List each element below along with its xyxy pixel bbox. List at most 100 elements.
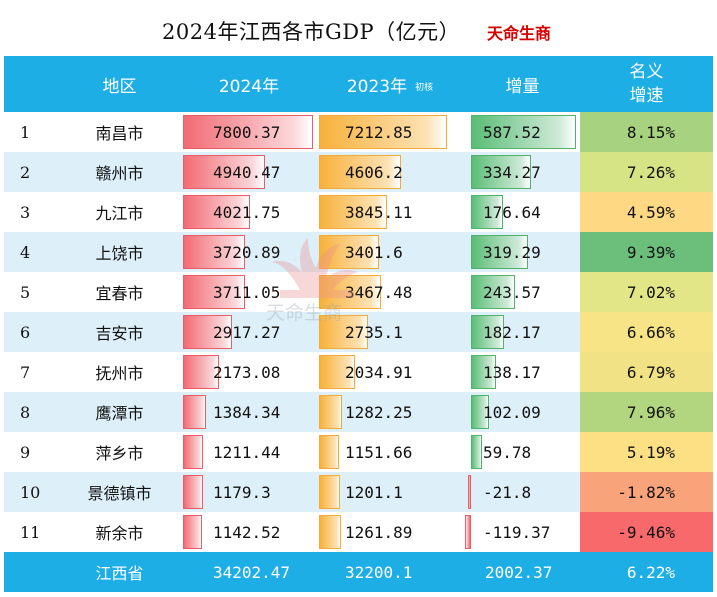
increase-cell: 182.17 [465,312,580,352]
increase-cell: 243.57 [465,272,580,312]
growth-rate-cell: 6.79% [580,352,713,392]
total-2023: 32200.1 [345,562,413,582]
table-header: 地区 2024年 2023年 初核 增量 名义 增速 [4,56,713,112]
data-bar [183,155,266,189]
city-cell: 景德镇市 [87,484,152,503]
increase-cell: 59.78 [465,432,580,472]
increase-cell: 102.09 [465,392,580,432]
cell-value: 1142.52 [213,522,281,542]
watermark: 天命生商 [262,234,372,326]
cell-value: 182.17 [483,322,541,342]
cell-value: -1.82% [617,482,675,502]
header-rate-line2: 增速 [629,86,664,106]
data-bar [471,235,529,269]
data-bar [471,395,490,429]
rank-cell: 5 [20,282,31,302]
data-bar [319,275,381,309]
data-bar [471,155,531,189]
increase-cell: 176.64 [465,192,580,232]
gdp-2024-cell: 1179.3 [183,472,315,512]
gdp-2023-cell: 2034.91 [315,352,465,392]
data-bar [183,395,207,429]
cell-value: 6.79% [626,362,675,382]
growth-rate-cell: -1.82% [580,472,713,512]
table-row: 9 萍乡市 1211.44 1151.66 59.78 5.19% [4,432,713,472]
cell-value: 2034.91 [345,362,413,382]
table-row: 6 吉安市 2917.27 2735.1 182.17 6.66% [4,312,713,352]
data-bar [468,475,471,509]
increase-cell: -119.37 [465,512,580,552]
cell-value: 587.52 [483,122,541,142]
table-row: 5 宜春市 3711.05 3467.48 243.57 7.02% [4,272,713,312]
cell-value: 4940.47 [213,162,281,182]
table-row: 2 赣州市 4940.47 4606.2 334.27 7.26% [4,152,713,192]
cell-value: 4021.75 [213,202,281,222]
rank-cell: 6 [20,322,31,342]
gdp-2024-cell: 1211.44 [183,432,315,472]
city-cell: 吉安市 [95,324,144,343]
rank-cell: 3 [20,202,31,222]
watermark-text: 天命生商 [266,302,343,324]
gdp-2024-cell: 3720.89 [183,232,315,272]
rank-cell: 7 [20,362,31,382]
increase-cell: 587.52 [465,112,580,152]
growth-rate-cell: 6.66% [580,312,713,352]
cell-value: 7.96% [626,402,675,422]
cell-value: 1201.1 [345,482,403,502]
header-rate-line1: 名义 [629,62,664,82]
gdp-2024-cell: 4021.75 [183,192,315,232]
data-bar [471,275,515,309]
cell-value: 1179.3 [213,482,271,502]
data-bar [471,435,482,469]
data-bar [319,355,356,389]
table-row: 1 南昌市 7800.37 7212.85 587.52 8.15% [4,112,713,152]
data-bar [471,195,503,229]
data-bar [319,195,388,229]
cell-value: 2173.08 [213,362,281,382]
data-bar [183,235,245,269]
city-cell: 宜春市 [95,284,144,303]
header-2023-note: 初核 [415,82,434,93]
cell-value: 59.78 [483,442,532,462]
cell-value: 5.19% [626,442,675,462]
cell-value: 176.64 [483,202,541,222]
header-2024: 2024年 [218,76,280,97]
data-bar [183,195,251,229]
cell-value: 138.17 [483,362,541,382]
gdp-2024-cell: 2917.27 [183,312,315,352]
table-row: 7 抚州市 2173.08 2034.91 138.17 6.79% [4,352,713,392]
growth-rate-cell: 7.96% [580,392,713,432]
growth-rate-cell: 5.19% [580,432,713,472]
gdp-2023-cell: 1151.66 [315,432,465,472]
city-cell: 南昌市 [95,124,144,143]
table-row: 4 上饶市 3720.89 3401.6 319.29 9.39% [4,232,713,272]
cell-value: 1261.89 [345,522,413,542]
header-increase: 增量 [505,76,540,97]
data-bar [319,155,401,189]
cell-value: 102.09 [483,402,541,422]
table-row: 8 鹰潭市 1384.34 1282.25 102.09 7.96% [4,392,713,432]
rank-cell: 9 [20,442,31,462]
cell-value: 4.59% [626,202,675,222]
growth-rate-cell: 7.26% [580,152,713,192]
increase-cell: -21.8 [465,472,580,512]
data-bar [471,315,504,349]
data-bar [465,515,471,549]
city-cell: 新余市 [95,524,144,543]
gdp-2023-cell: 3401.6 [315,232,465,272]
data-bar [319,435,340,469]
city-cell: 上饶市 [95,244,144,263]
header-region: 地区 [102,76,137,97]
total-rate: 6.22% [626,562,675,582]
cell-value: 3467.48 [345,282,413,302]
table-row: 3 九江市 4021.75 3845.11 176.64 4.59% [4,192,713,232]
cell-value: 1384.34 [213,402,281,422]
cell-value: 3720.89 [213,242,281,262]
cell-value: 8.15% [626,122,675,142]
gdp-2024-cell: 7800.37 [183,112,315,152]
gdp-2024-cell: 3711.05 [183,272,315,312]
data-bar [183,515,203,549]
cell-value: 2735.1 [345,322,403,342]
cell-value: 7212.85 [345,122,413,142]
title-row: 2024年江西各市GDP（亿元） 天命生商 [0,0,717,56]
